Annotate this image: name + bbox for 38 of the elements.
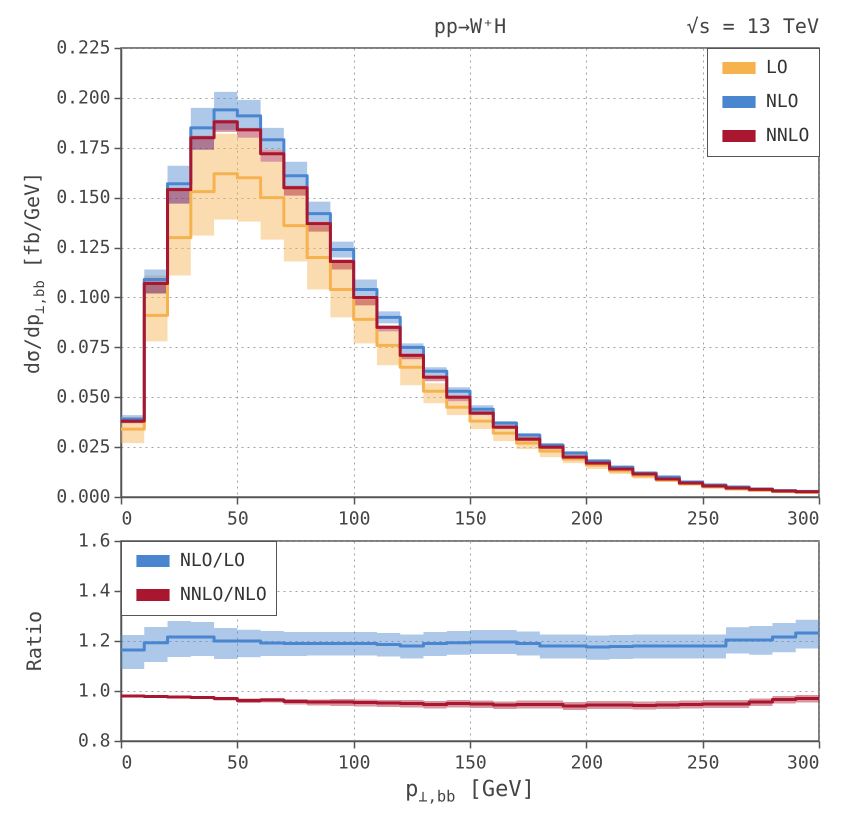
text: √s = 13 TeV [686,14,819,38]
legend-label: NNLO [766,125,810,146]
y-tick-label: 1.0 [78,680,110,702]
legend-label: NNLO/NLO [180,584,267,605]
y-tick-label: 1.2 [78,630,110,652]
y-tick-label: 0.175 [56,137,110,158]
y-tick-label: 0.225 [56,38,110,58]
x-tick-label: 0 [122,508,132,530]
x-tick-label: 100 [338,752,370,774]
y-tick-label: 0.100 [56,286,110,308]
x-tick-label: 50 [226,508,249,530]
x-tick-label: 200 [570,752,604,774]
y-tick-label: 1.4 [78,580,110,602]
x-axis-title: p$_{⊥,bb}$ [GeV] [405,777,535,806]
y-axis-title: Ratio [22,610,46,672]
x-tick-label: 300 [786,752,820,774]
y-tick-label: 0.050 [56,386,110,408]
legend-label: NLO [766,91,799,112]
legend-label: NLO/LO [180,550,246,571]
x-tick-label: 200 [570,508,604,530]
x-tick-label: 150 [454,508,487,530]
x-tick-label: 100 [338,508,370,530]
x-tick-label: 0 [122,752,132,774]
x-tick-label: 50 [226,752,249,774]
y-tick-label: 0.8 [78,730,110,752]
x-tick-label: 150 [454,752,487,774]
y-tick-label: 0.075 [56,336,110,358]
x-tick-label: 250 [686,508,720,530]
y-tick-label: 0.150 [56,187,110,208]
y-tick-label: 0.000 [56,486,110,508]
x-tick-label: 250 [686,752,720,774]
legend-label: LO [766,57,788,78]
chart-title: pp→W⁺H [434,14,506,38]
y-tick-label: 0.125 [56,237,110,258]
x-tick-label: 300 [786,508,820,530]
y-tick-label: 0.025 [56,436,110,458]
y-tick-label: 0.200 [56,87,110,108]
y-tick-label: 1.6 [78,530,110,552]
